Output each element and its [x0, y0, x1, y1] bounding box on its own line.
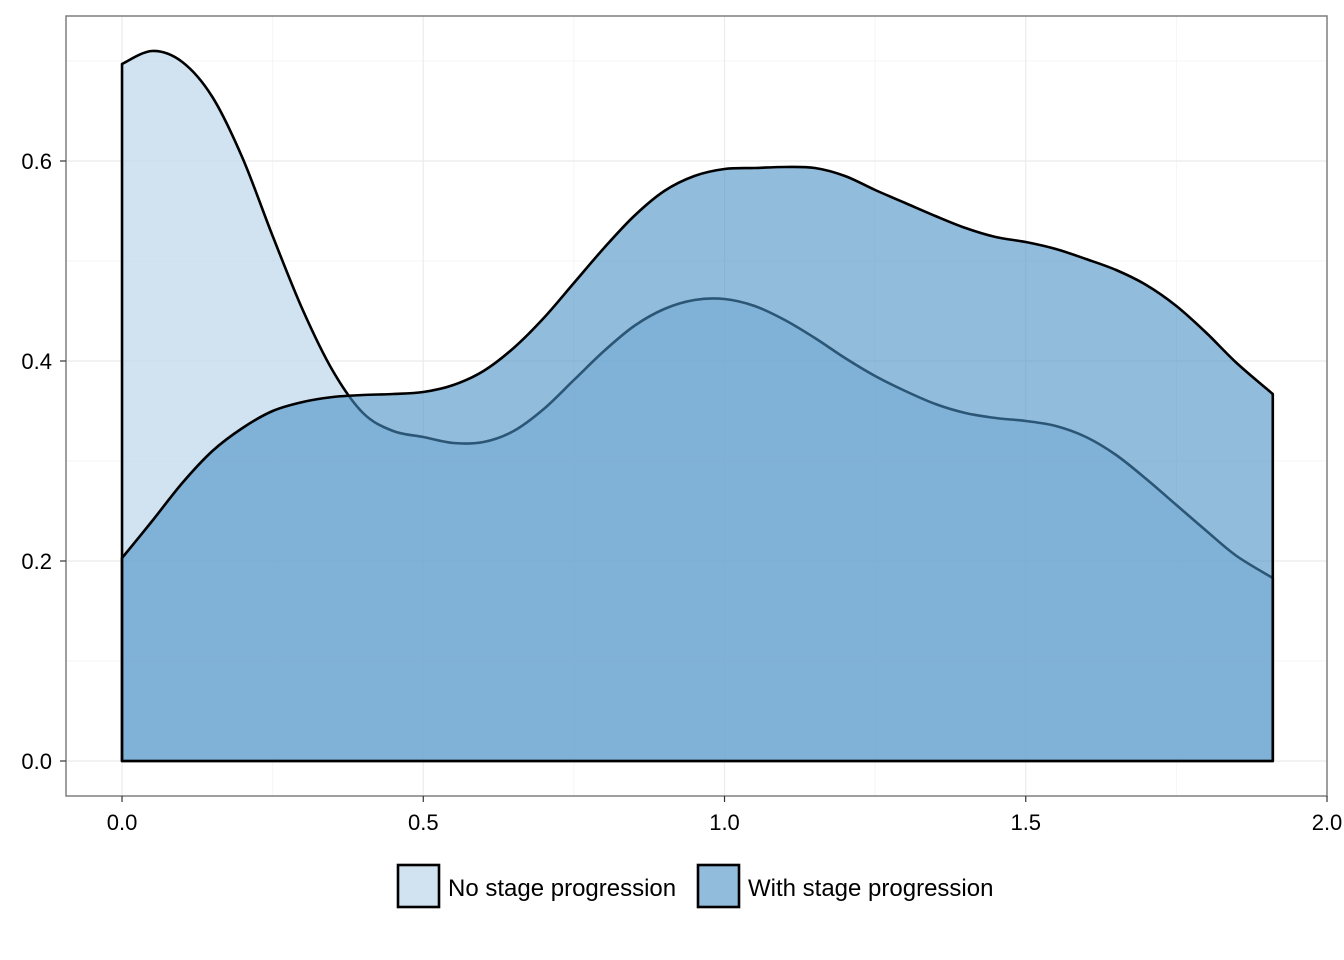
y-tick-label: 0.2 [21, 549, 52, 574]
legend-key-1 [696, 863, 741, 909]
y-tick-label: 0.0 [21, 749, 52, 774]
x-tick-label: 1.5 [1010, 810, 1041, 835]
x-tick-label: 0.0 [107, 810, 138, 835]
y-axis: 0.0 0.2 0.4 0.6 [21, 149, 66, 774]
panel-border [65, 15, 1328, 797]
legend: No stage progression With stage progressi… [396, 863, 993, 909]
x-axis: 0.0 0.5 1.0 1.5 2.0 [107, 796, 1343, 835]
legend-label-1: With stage progression [748, 875, 993, 902]
y-tick-label: 0.6 [21, 149, 52, 174]
legend-key-0 [396, 863, 441, 909]
legend-label-0: No stage progression [448, 875, 676, 902]
x-tick-label: 1.0 [709, 810, 740, 835]
panel-frame [65, 15, 1328, 797]
x-tick-label: 2.0 [1312, 810, 1343, 835]
x-tick-label: 0.5 [408, 810, 439, 835]
density-area-1 [120, 165, 1275, 763]
density-areas [120, 49, 1275, 763]
y-tick-label: 0.4 [21, 349, 52, 374]
